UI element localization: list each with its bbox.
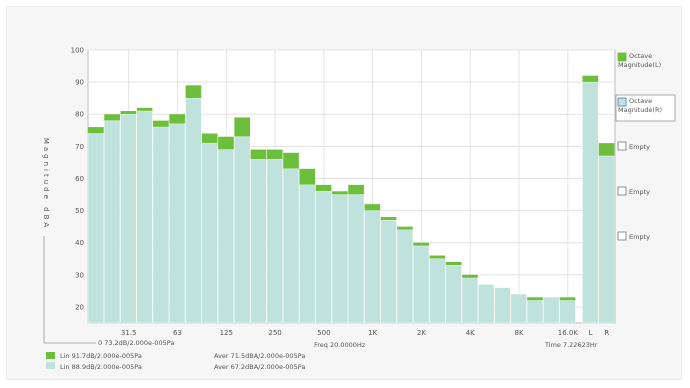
x-tick-label: 250 [268, 329, 281, 337]
x-tick-label: 31.5 [121, 329, 137, 337]
annotation-row1-right: Aver 71.5dBA/2.000e-005Pa [214, 352, 305, 360]
y-tick-label: 70 [75, 143, 84, 151]
bar-right-1 [104, 120, 121, 324]
legend-swatch [617, 97, 627, 107]
x-tick-label: 125 [220, 329, 233, 337]
bar-right-28 [543, 297, 560, 324]
x-tick-label: 16.0K [558, 329, 579, 337]
annotation-row2-left: Lin 88.9dB/2.000e-005Pa [60, 363, 142, 371]
bars [87, 75, 615, 324]
x-tick-label: 4K [466, 329, 475, 337]
annotation-row1-left: Lin 91.7dB/2.000e-005Pa [60, 352, 142, 360]
bar-right-0 [87, 133, 104, 324]
bar-right-15 [331, 194, 348, 324]
bar-right-R [598, 155, 615, 324]
bar-right-10 [250, 158, 267, 324]
bar-right-14 [315, 191, 332, 324]
x-tick-label: R [604, 329, 609, 337]
legend-label: Magnitude(R) [618, 106, 662, 114]
bar-right-4 [152, 126, 169, 324]
bar-right-18 [380, 220, 397, 324]
annotation-row2-right: Aver 67.2dBA/2.000e-005Pa [214, 363, 305, 371]
bar-right-23 [461, 277, 478, 324]
legend-swatch [617, 186, 627, 196]
x-tick-label: 8K [515, 329, 524, 337]
swatch-row2 [46, 362, 55, 369]
legend-label: Empty [629, 233, 650, 241]
bar-right-7 [201, 142, 218, 324]
y-axis-label: Magnitude dBA [42, 138, 50, 230]
bar-right-26 [510, 293, 527, 324]
bar-right-2 [120, 114, 137, 324]
y-tick-label: 40 [75, 239, 84, 247]
y-tick-label: 100 [71, 47, 84, 55]
x-tick-label: 1K [368, 329, 377, 337]
bar-right-29 [559, 300, 576, 324]
swatch-row1 [46, 352, 55, 359]
annotation-bottom-left: 0 73.2dB/2.000e-005Pa [98, 339, 174, 347]
bar-right-12 [282, 168, 300, 324]
bar-right-17 [364, 210, 381, 324]
y-tick-label: 90 [75, 79, 84, 87]
annotation-freq: Freq 20.0000Hz [314, 341, 366, 349]
bar-right-19 [396, 229, 413, 324]
legend-label: Empty [629, 188, 650, 196]
annotation-time: Time 7.22623Hr [544, 341, 598, 349]
bar-right-5 [169, 123, 186, 324]
x-tick-label: 63 [173, 329, 182, 337]
bar-right-22 [445, 264, 462, 324]
bar-right-13 [299, 184, 316, 324]
legend-swatch [617, 231, 627, 241]
legend-swatch [617, 52, 627, 62]
bar-right-8 [217, 149, 234, 324]
bar-right-16 [348, 194, 365, 324]
legend-label: Octave [629, 97, 652, 105]
bar-right-L [582, 81, 599, 324]
y-tick-label: 50 [75, 207, 84, 215]
x-tick-label: 2K [417, 329, 426, 337]
bar-right-9 [234, 136, 251, 324]
y-tick-labels: 20 30 40 50 60 70 80 90 100 [71, 47, 84, 312]
bar-right-21 [429, 258, 446, 324]
bar-right-6 [185, 97, 202, 324]
y-tick-label: 80 [75, 111, 84, 119]
bar-right-11 [266, 158, 283, 324]
y-tick-label: 20 [75, 303, 84, 311]
bar-right-20 [413, 245, 430, 324]
x-tick-labels: 31.5 63 125 250 500 1K 2K 4K 8K 16.0K L R [121, 329, 610, 337]
bar-right-3 [136, 110, 153, 324]
legend-swatch [617, 141, 627, 151]
bar-right-25 [494, 287, 511, 324]
legend-label: Empty [629, 143, 650, 151]
y-tick-label: 30 [75, 271, 84, 279]
bar-right-24 [478, 284, 495, 324]
x-tick-label: L [589, 329, 593, 337]
legend-label: Octave [629, 52, 652, 60]
legend: OctaveMagnitude(L)OctaveMagnitude(R)Empt… [615, 52, 676, 241]
legend-label: Magnitude(L) [618, 61, 661, 69]
x-tick-label: 500 [317, 329, 330, 337]
y-tick-label: 60 [75, 175, 84, 183]
bar-right-27 [526, 300, 544, 324]
